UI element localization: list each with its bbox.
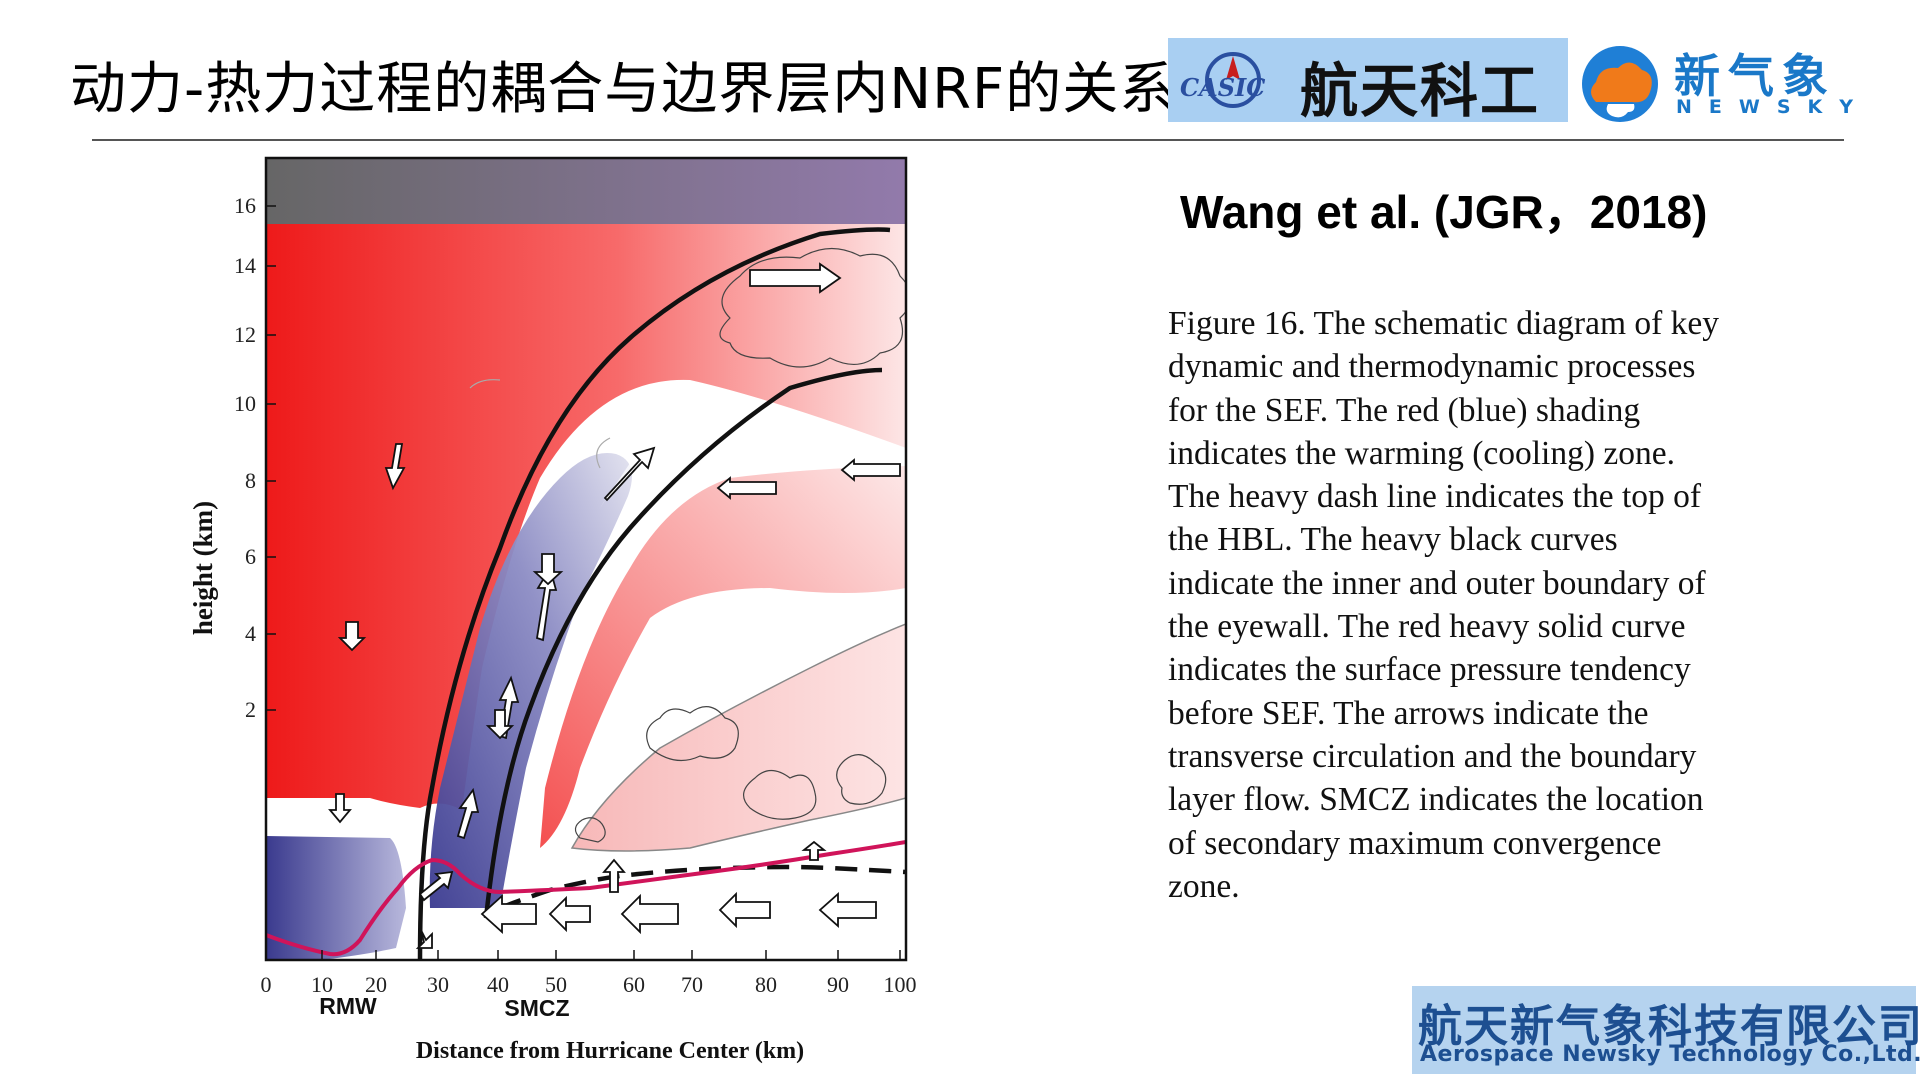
eyewall-up-arrow-base (456, 787, 480, 840)
bl-inflow-arrow-2 (548, 895, 591, 933)
tropopause-band (266, 158, 906, 224)
pressure-tendency-curve (266, 840, 906, 957)
moat-down-arrow (532, 553, 564, 586)
plot-frame (264, 156, 908, 962)
eye-down-arrow-upper (384, 443, 406, 491)
smcz-marker-label: SMCZ (504, 995, 569, 1021)
x-axis-label: Distance from Hurricane Center (km) (416, 1038, 804, 1064)
eye-down-arrow-low (328, 793, 352, 824)
company-banner: 航天新气象科技有限公司 Aerospace Newsky Technology … (1412, 986, 1920, 1074)
x-tick-label: 50 (545, 972, 567, 997)
x-tick-label: 100 (884, 972, 917, 997)
newsky-logo: 新气象 NEWSKY (1578, 40, 1878, 126)
bl-inflow-arrow-5 (818, 891, 877, 929)
smcz-up-arrow (602, 858, 626, 893)
caption-line: zone. (1168, 867, 1240, 905)
x-tick-label: 80 (755, 972, 777, 997)
outer-warming-zone (540, 466, 906, 848)
x-tick-label: 10 (311, 972, 333, 997)
newsky-cn-name: 新气象 (1674, 49, 1836, 103)
y-tick-label: 6 (245, 544, 256, 569)
y-tick-label: 12 (234, 322, 256, 347)
smcz-warming-zone (570, 623, 906, 852)
caption-line: for the SEF. The red (blue) shading (1168, 391, 1641, 429)
sef-schematic-diagram: 2 4 6 8 10 12 14 16 0 10 20 30 40 50 60 70 80 90 100 heig… (188, 156, 917, 1064)
slide-title: 动力-热力过程的耦合与边界层内NRF的关系 (70, 57, 1177, 122)
caption-line: the eyewall. The red heavy solid curve (1168, 608, 1686, 646)
x-tick-label: 70 (681, 972, 703, 997)
x-tick-label: 40 (487, 972, 509, 997)
outflow-arrow (749, 262, 842, 294)
newsky-en-name: NEWSKY (1676, 96, 1871, 118)
inflow-arrow-mid (716, 476, 777, 500)
bl-inflow-arrow-1 (480, 893, 537, 935)
inner-warming-zone (266, 224, 906, 810)
caption-line: layer flow. SMCZ indicates the location (1168, 781, 1704, 819)
x-tick-label: 90 (827, 972, 849, 997)
caption-line: indicate the inner and outer boundary of (1168, 564, 1706, 602)
rmw-updraft-arrow (418, 870, 454, 902)
caption-line: The heavy dash line indicates the top of (1168, 478, 1702, 516)
caption-line: Figure 16. The schematic diagram of key (1168, 305, 1720, 342)
casic-emblem-icon: CASIC (1180, 52, 1265, 108)
y-tick-label: 10 (234, 391, 256, 416)
casic-logo: CASIC 航天科工 (1168, 38, 1568, 125)
eyewall-up-arrow-top (603, 446, 656, 502)
rmw-corner-arrow (415, 927, 433, 949)
y-tick-label: 8 (245, 468, 256, 493)
caption-line: indicates the warming (cooling) zone. (1168, 434, 1675, 472)
bl-inflow-arrow-4 (718, 891, 771, 929)
casic-mark-text: CASIC (1180, 73, 1265, 102)
eye-down-arrow-mid (337, 621, 367, 652)
eyewall-cloud-highlight (600, 438, 710, 508)
newsky-cloud-icon (1582, 46, 1658, 122)
caption-line: of secondary maximum convergence (1168, 824, 1662, 862)
y-tick-label: 16 (234, 193, 256, 218)
outer-up-arrow (801, 840, 827, 861)
circulation-arrows (328, 262, 901, 949)
company-name-en: Aerospace Newsky Technology Co.,Ltd. (1420, 1042, 1920, 1067)
y-axis: 2 4 6 8 10 12 14 16 (234, 193, 276, 722)
casic-name: 航天科工 (1300, 57, 1541, 125)
x-tick-label: 20 (365, 972, 387, 997)
outer-eyewall-boundary (483, 367, 883, 919)
figure-caption: Figure 16. The schematic diagram of key d… (1168, 302, 1788, 908)
inflow-arrow-outer (840, 458, 901, 482)
inner-eyewall-boundary (417, 227, 891, 960)
eyewall-cooling-zone (429, 453, 632, 908)
x-axis: 0 10 20 30 40 50 60 70 80 90 100 (261, 950, 917, 997)
citation: Wang et al. (JGR，2018) (1180, 186, 1708, 238)
y-tick-label: 14 (234, 253, 256, 278)
caption-line: the HBL. The heavy black curves (1168, 521, 1618, 559)
company-name-cn: 航天新气象科技有限公司 (1418, 1001, 1920, 1052)
y-axis-label: height (km) (188, 501, 218, 635)
x-tick-label: 60 (623, 972, 645, 997)
title-divider (92, 139, 1844, 141)
caption-line: dynamic and thermodynamic processes (1168, 348, 1696, 386)
rmw-marker-label: RMW (319, 993, 377, 1019)
x-tick-label: 30 (427, 972, 449, 997)
bl-inflow-arrow-3 (620, 893, 679, 935)
cloud-outlines (469, 247, 906, 843)
caption-line: before SEF. The arrows indicate the (1168, 694, 1649, 732)
y-tick-label: 4 (245, 621, 256, 646)
caption-line: indicates the surface pressure tendency (1168, 651, 1691, 689)
caption-line: transverse circulation and the boundary (1168, 737, 1697, 775)
boundary-cooling-zone (266, 836, 406, 960)
y-tick-label: 2 (245, 697, 256, 722)
moat-down-arrow-low (485, 709, 515, 740)
x-tick-label: 0 (261, 972, 272, 997)
